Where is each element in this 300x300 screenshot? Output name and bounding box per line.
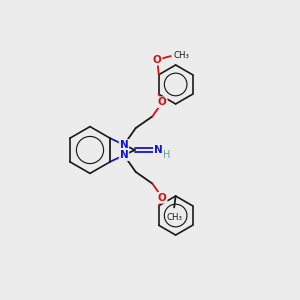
Text: N: N (120, 140, 128, 150)
Text: N: N (120, 150, 128, 160)
Text: O: O (158, 193, 167, 203)
Text: CH₃: CH₃ (166, 212, 182, 221)
Text: O: O (153, 55, 162, 65)
Text: O: O (158, 97, 167, 107)
Text: N: N (154, 145, 163, 155)
Text: H: H (163, 150, 171, 161)
Text: CH₃: CH₃ (173, 51, 189, 60)
